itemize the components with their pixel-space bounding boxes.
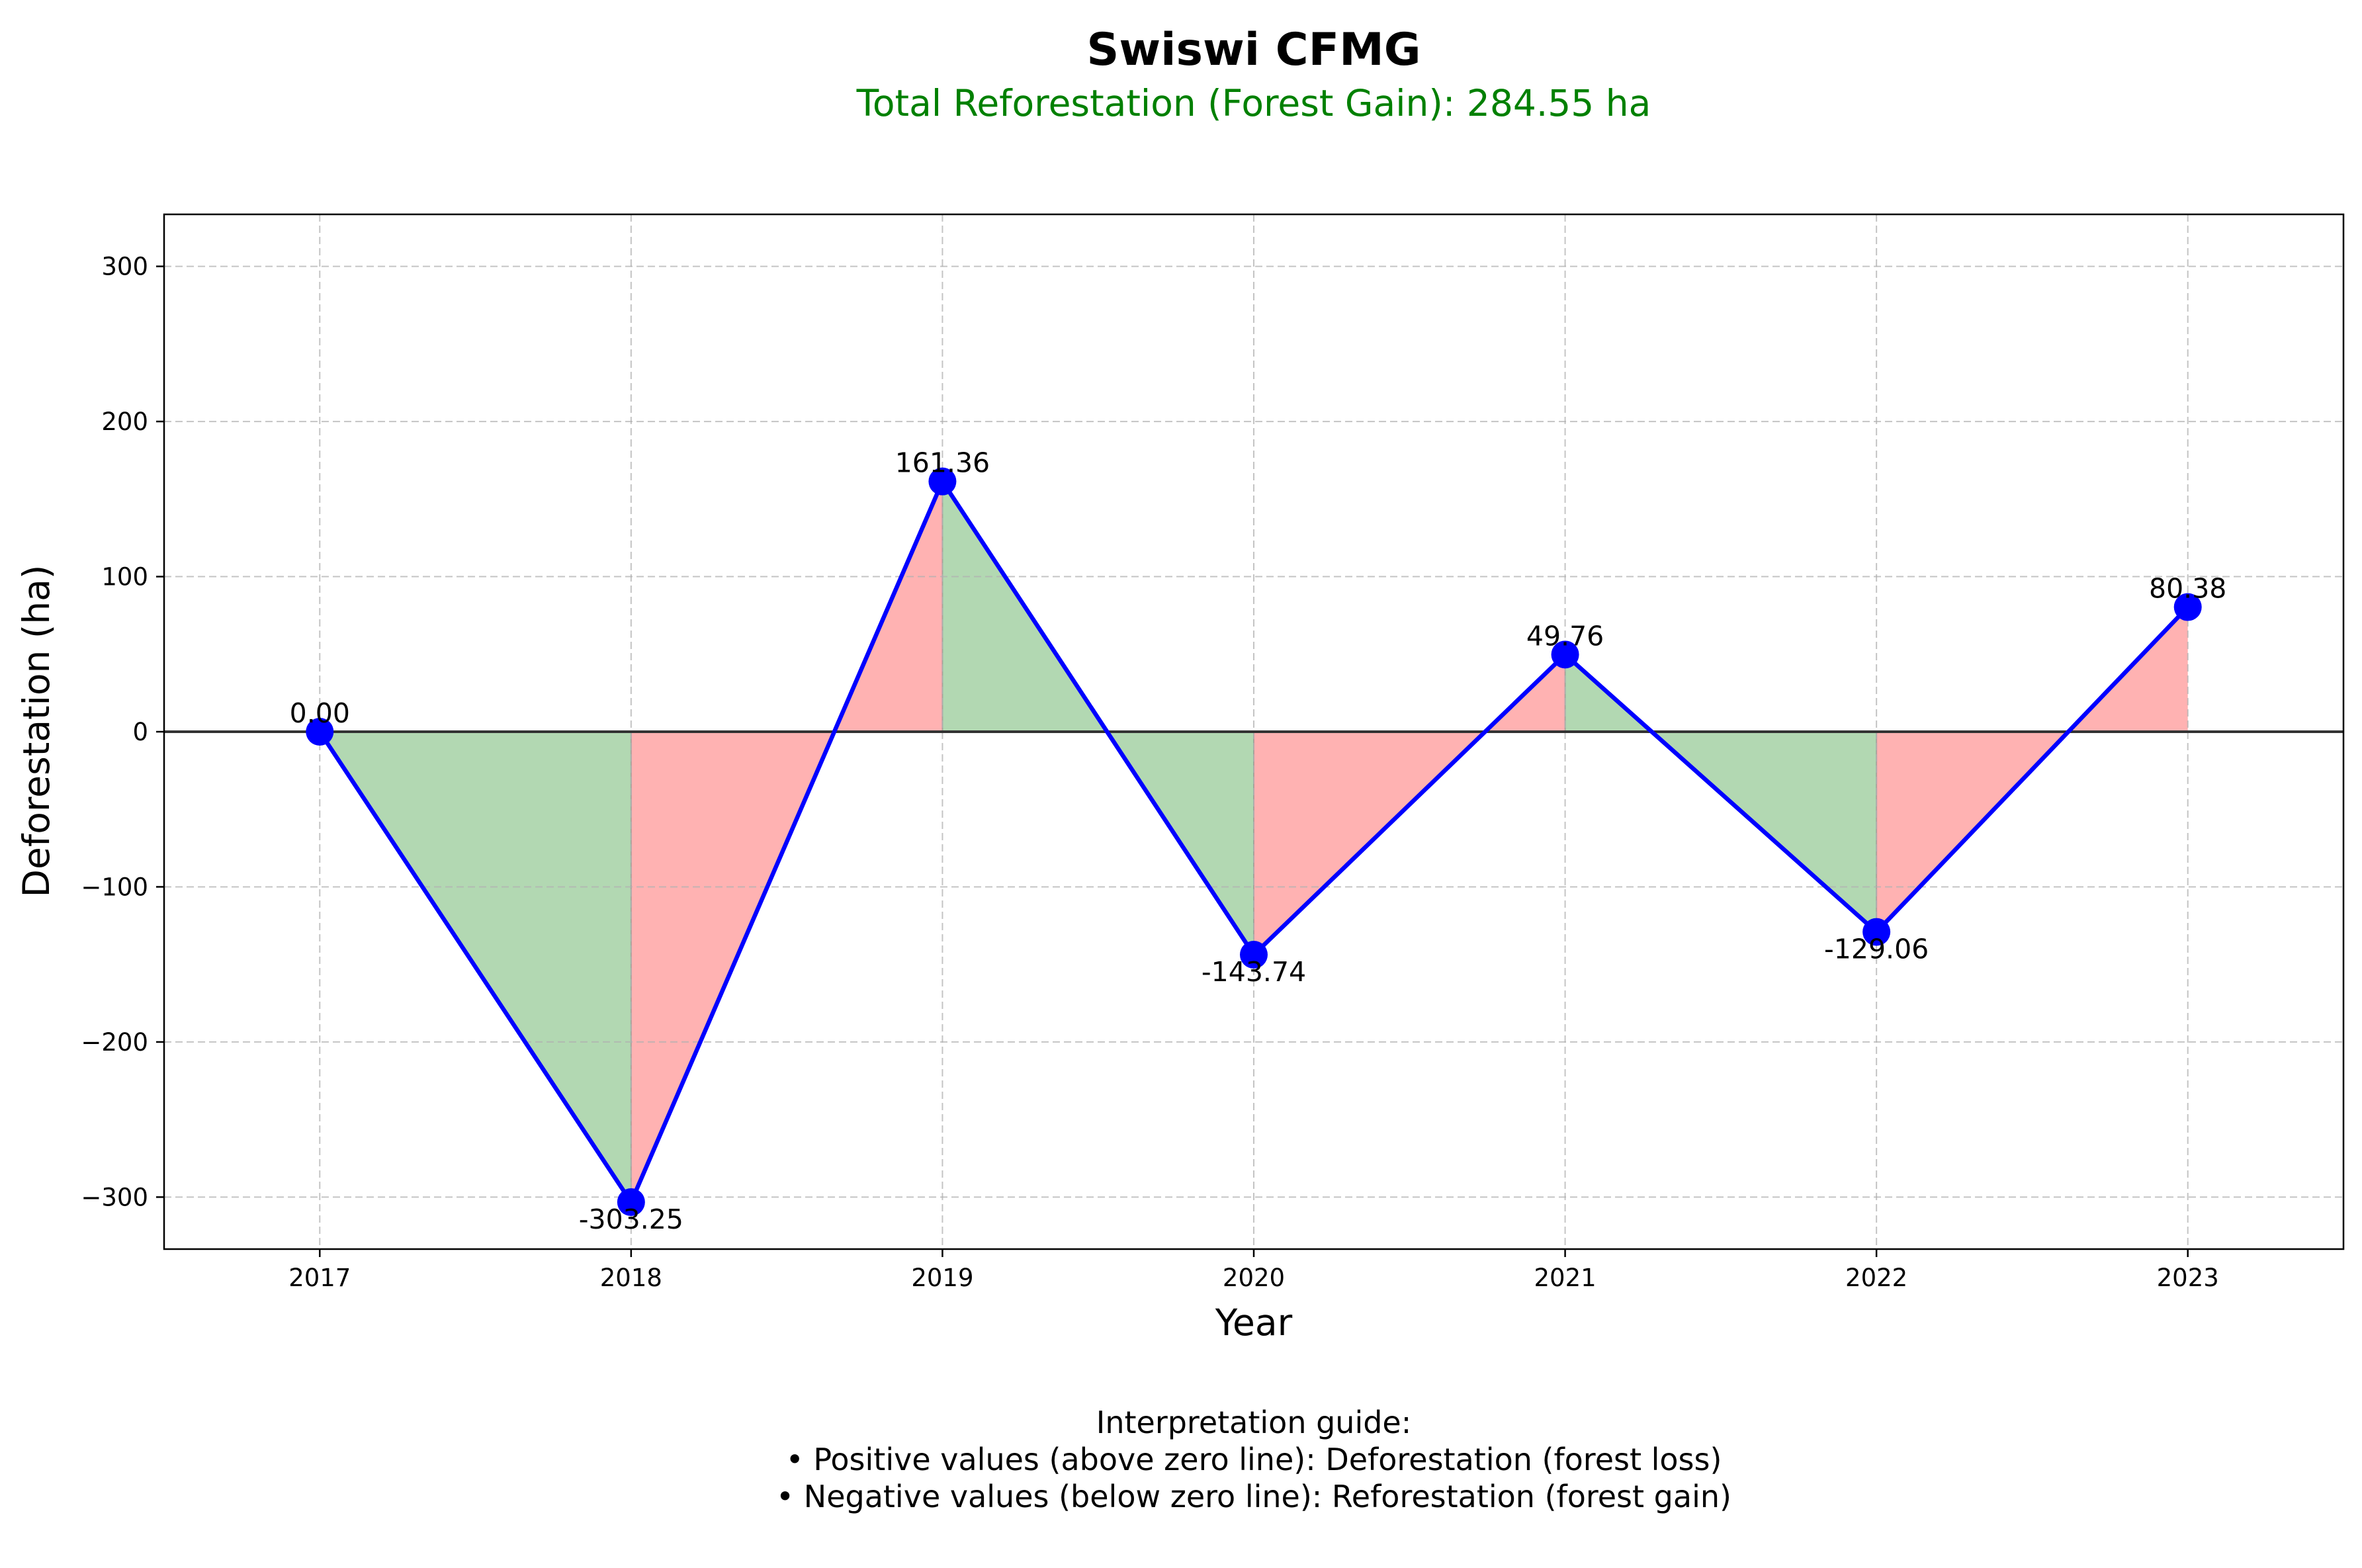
y-tick-label-0: 0 xyxy=(132,718,148,746)
data-label-2017: 0.00 xyxy=(290,697,350,729)
x-tick-label-2017: 2017 xyxy=(288,1264,351,1292)
y-tick-label--300: −300 xyxy=(81,1183,148,1211)
y-tick-label--200: −200 xyxy=(81,1028,148,1057)
guide-heading: Interpretation guide: xyxy=(1096,1405,1411,1440)
data-label-2020: -143.74 xyxy=(1202,956,1306,988)
data-point-2017 xyxy=(306,718,334,746)
data-label-2023: 80.38 xyxy=(2149,573,2226,605)
data-label-2022: -129.06 xyxy=(1824,934,1929,965)
data-label-2021: 49.76 xyxy=(1526,620,1604,652)
chart-subtitle: Total Reforestation (Forest Gain): 284.5… xyxy=(856,82,1651,124)
y-tick-label-100: 100 xyxy=(101,563,148,591)
data-points xyxy=(306,467,2202,1217)
data-point-2023 xyxy=(2173,593,2202,621)
x-tick-label-2023: 2023 xyxy=(2157,1264,2219,1292)
x-tick-label-2018: 2018 xyxy=(600,1264,662,1292)
data-labels: 0.00 -303.25 161.36 -143.74 49.76 -129.06 80.3… xyxy=(290,447,2227,1235)
data-point-2020 xyxy=(1240,941,1268,969)
x-tick-label-2021: 2021 xyxy=(1534,1264,1596,1292)
chart-title: Swiswi CFMG xyxy=(1086,24,1421,76)
x-tick-label-2022: 2022 xyxy=(1845,1264,1907,1292)
y-tick-label-300: 300 xyxy=(101,253,148,281)
x-axis-ticks: 2017 2018 2019 2020 2021 2022 2023 xyxy=(288,1249,2219,1292)
data-point-2022 xyxy=(1862,918,1891,946)
x-tick-label-2019: 2019 xyxy=(911,1264,973,1292)
x-tick-label-2020: 2020 xyxy=(1223,1264,1285,1292)
y-axis-ticks: 300 200 100 0 −100 −200 −300 xyxy=(81,253,164,1211)
y-tick-label--100: −100 xyxy=(81,873,148,901)
data-point-2021 xyxy=(1551,640,1579,669)
data-point-2018 xyxy=(617,1188,645,1217)
data-label-2019: 161.36 xyxy=(895,447,990,479)
y-tick-label-200: 200 xyxy=(101,408,148,436)
y-axis-label: Deforestation (ha) xyxy=(15,565,58,898)
x-axis-label: Year xyxy=(1215,1301,1293,1344)
data-label-2018: -303.25 xyxy=(579,1203,683,1235)
data-point-2019 xyxy=(928,467,957,496)
guide-positive: • Positive values (above zero line): Def… xyxy=(786,1442,1722,1477)
guide-negative: • Negative values (below zero line): Ref… xyxy=(776,1479,1731,1514)
